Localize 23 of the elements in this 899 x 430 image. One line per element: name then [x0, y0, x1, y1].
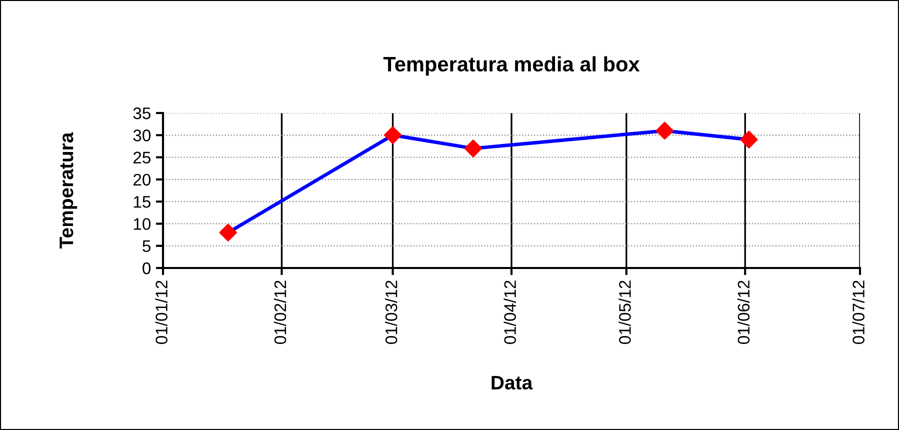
y-tick-label: 10: [134, 218, 151, 230]
x-tick-label: 01/03/12: [385, 280, 398, 344]
chart-title: Temperatura media al box: [383, 56, 640, 76]
x-axis-title: Data: [492, 376, 533, 390]
y-tick-label: 15: [134, 196, 150, 208]
y-tick-label: 5: [142, 240, 150, 252]
y-axis-title: Temperatura: [60, 132, 78, 248]
x-tick-label: 01/04/12: [504, 280, 516, 344]
point: [384, 126, 402, 144]
point: [656, 122, 674, 140]
y-tick-label: 20: [133, 174, 151, 186]
y-tick-label: 0: [142, 262, 151, 274]
point: [464, 140, 482, 158]
x-tick-label: 01/01/12: [155, 280, 168, 344]
x-tick-label: 01/02/12: [274, 280, 286, 344]
point: [219, 224, 238, 242]
y-tick-label: 35: [133, 107, 150, 120]
x-tick-label: 01/06/12: [737, 280, 750, 344]
point: [740, 130, 758, 148]
y-tick-label: 30: [133, 130, 151, 142]
x-tick-label: 01/05/12: [618, 280, 631, 344]
x-tick-label: 01/07/12: [852, 280, 864, 344]
y-tick-label: 25: [133, 152, 150, 164]
